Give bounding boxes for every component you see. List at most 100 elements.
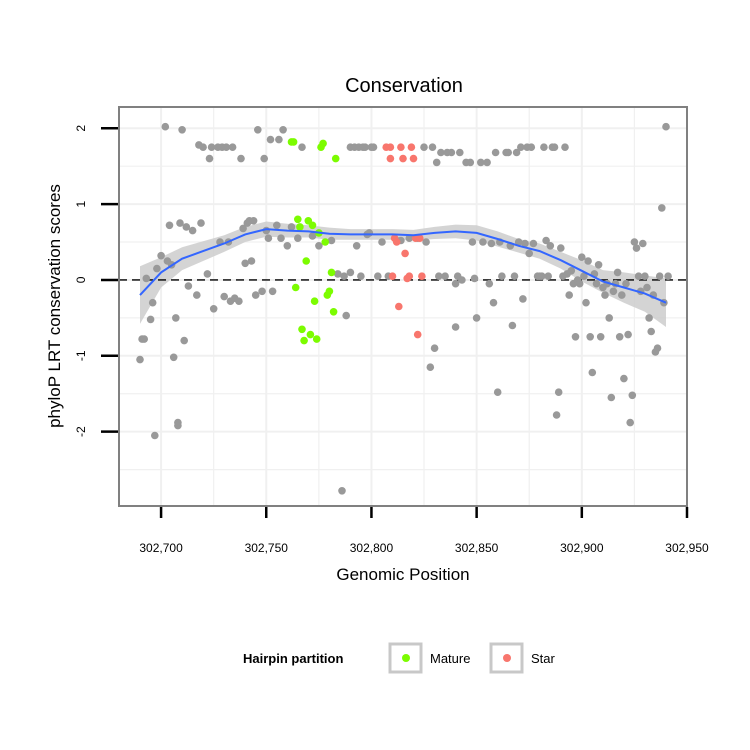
data-point-star: [401, 249, 409, 258]
data-point-mature: [300, 336, 308, 345]
data-point-other: [628, 391, 637, 400]
data-point-other: [197, 219, 205, 227]
data-point-other: [630, 238, 639, 246]
data-point-other: [157, 251, 165, 260]
data-point-other: [552, 411, 561, 419]
data-point-other: [540, 143, 548, 151]
data-point-other: [352, 242, 361, 250]
data-point-other: [184, 282, 193, 290]
data-point-other: [174, 418, 182, 427]
data-point-other: [451, 323, 460, 331]
legend-key-mature: [388, 642, 423, 674]
data-point-other: [613, 268, 622, 277]
data-point-other: [148, 298, 157, 307]
data-point-mature: [308, 221, 317, 230]
panel-background: [119, 107, 687, 506]
data-point-other: [220, 292, 228, 301]
data-point-other: [592, 279, 601, 288]
data-point-other: [609, 287, 618, 296]
data-point-other: [235, 297, 243, 306]
data-point-other: [405, 234, 414, 242]
data-point-star: [395, 302, 403, 311]
x-tick-label: 302,750: [245, 541, 289, 555]
data-point-other: [643, 283, 651, 292]
data-point-other: [632, 244, 641, 252]
data-point-other: [279, 126, 287, 134]
data-point-other: [641, 272, 649, 281]
data-point-other: [514, 238, 523, 246]
data-point-other: [615, 333, 624, 341]
data-point-other: [199, 143, 207, 151]
data-point-other: [655, 272, 664, 281]
data-point-other: [575, 279, 584, 288]
legend-dot-star: [503, 654, 511, 662]
data-point-other: [624, 330, 632, 339]
data-point-other: [550, 143, 559, 151]
data-point-other: [287, 223, 296, 231]
data-point-other: [266, 135, 275, 144]
data-point-other: [447, 148, 456, 157]
data-point-other: [451, 279, 460, 288]
data-point-star: [407, 143, 416, 151]
data-point-other: [237, 154, 245, 163]
data-point-other: [369, 143, 378, 151]
data-point-other: [253, 126, 262, 134]
data-point-other: [607, 393, 616, 402]
data-point-other: [456, 148, 464, 157]
data-point-other: [588, 368, 597, 377]
data-point-other: [188, 226, 197, 235]
ribbon-area: [140, 221, 666, 327]
data-point-other: [596, 333, 605, 341]
data-point-other: [178, 126, 186, 134]
data-point-other: [472, 314, 481, 322]
data-point-other: [538, 272, 546, 281]
legend-item-star: Star: [489, 642, 556, 674]
data-point-other: [639, 239, 647, 248]
data-point-other: [527, 143, 536, 151]
data-point-other: [428, 143, 437, 151]
data-point-other: [437, 148, 445, 157]
data-point-other: [258, 287, 266, 296]
data-point-other: [565, 291, 573, 299]
data-point-other: [203, 270, 212, 278]
data-point-other: [487, 239, 496, 248]
data-point-other: [542, 236, 550, 245]
data-point-other: [342, 311, 351, 320]
data-point-mature: [289, 138, 298, 146]
data-point-other: [647, 327, 655, 336]
data-point-other: [374, 272, 382, 281]
data-point-mature: [312, 335, 321, 343]
data-point-other: [273, 221, 281, 230]
data-point-mature: [298, 325, 306, 334]
data-point-other: [435, 272, 443, 281]
data-point-other: [209, 305, 218, 313]
data-point-other: [508, 321, 517, 330]
smooth-line: [139, 228, 667, 304]
data-point-other: [470, 274, 479, 283]
data-point-other: [622, 279, 630, 288]
y-axis-title: phyloP LRT conservation scores: [45, 184, 64, 428]
data-point-other: [193, 291, 201, 299]
x-tick-label: 302,950: [665, 541, 709, 555]
data-point-other: [620, 374, 628, 383]
data-point-other: [294, 234, 302, 242]
data-point-other: [491, 148, 500, 157]
data-point-other: [169, 353, 178, 362]
legend: Hairpin partition Mature Star: [243, 642, 556, 674]
data-point-other: [249, 217, 258, 225]
data-point-other: [260, 154, 269, 163]
y-axis: -2 -1 0 1 2: [74, 125, 118, 437]
data-point-star: [386, 143, 395, 151]
data-point-other: [140, 335, 148, 343]
data-point-other: [146, 315, 155, 324]
data-point-other: [493, 388, 502, 397]
data-point-other: [334, 270, 342, 278]
data-point-mature: [294, 215, 302, 224]
data-point-other: [554, 388, 563, 397]
data-point-other: [561, 143, 569, 151]
data-point-other: [142, 274, 151, 283]
data-point-mature: [331, 154, 340, 163]
data-point-other: [430, 344, 439, 353]
data-point-star: [413, 330, 422, 339]
